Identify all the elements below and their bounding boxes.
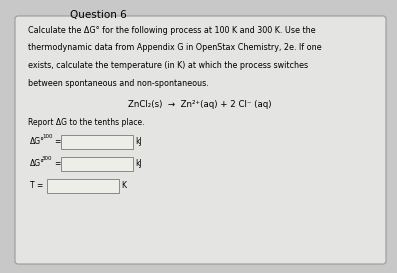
Text: ΔG°: ΔG°	[30, 159, 45, 168]
FancyBboxPatch shape	[61, 157, 133, 171]
Text: 300: 300	[42, 156, 52, 161]
Text: Report ΔG to the tenths place.: Report ΔG to the tenths place.	[28, 118, 145, 127]
Text: 100: 100	[42, 134, 52, 139]
Text: kJ: kJ	[135, 159, 142, 168]
Text: T =: T =	[30, 181, 43, 190]
Text: exists, calculate the temperature (in K) at which the process switches: exists, calculate the temperature (in K)…	[28, 61, 308, 70]
Text: kJ: kJ	[135, 137, 142, 146]
Text: =: =	[54, 159, 60, 168]
Text: K: K	[121, 181, 126, 190]
FancyBboxPatch shape	[47, 179, 119, 193]
Text: Question 6: Question 6	[70, 10, 127, 20]
Text: ZnCl₂(s)  →  Zn²⁺(aq) + 2 Cl⁻ (aq): ZnCl₂(s) → Zn²⁺(aq) + 2 Cl⁻ (aq)	[128, 100, 272, 109]
Text: Calculate the ΔG° for the following process at 100 K and 300 K. Use the: Calculate the ΔG° for the following proc…	[28, 26, 316, 35]
Text: between spontaneous and non-spontaneous.: between spontaneous and non-spontaneous.	[28, 79, 209, 88]
FancyBboxPatch shape	[61, 135, 133, 149]
FancyBboxPatch shape	[15, 16, 386, 264]
Text: ΔG°: ΔG°	[30, 137, 45, 146]
Text: =: =	[54, 137, 60, 146]
Text: thermodynamic data from Appendix G in OpenStax Chemistry, 2e. If one: thermodynamic data from Appendix G in Op…	[28, 43, 322, 52]
